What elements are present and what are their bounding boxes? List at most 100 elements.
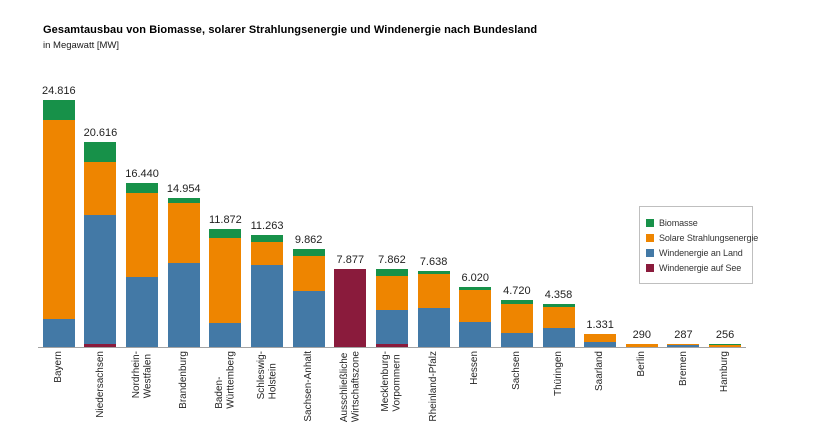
- bar-segment-windenergie-auf-see-niedersachsen: [84, 344, 117, 347]
- x-axis-label-schleswig-holstein: Schleswig- Holstein: [255, 351, 279, 400]
- stacked-bar: [42, 100, 75, 347]
- x-label-cell-bayern: Bayern: [38, 351, 80, 435]
- bar-segment-solare-strahlungsenergie-sachsen: [500, 303, 533, 334]
- bar-value-label: 11.872: [208, 213, 242, 226]
- bar-segment-solare-strahlungsenergie-saarland: [584, 333, 617, 342]
- bar-segment-windenergie-auf-see-mecklenburg-vorpommern: [375, 344, 408, 347]
- bar-segment-solare-strahlungsenergie-nordrhein-westfalen: [126, 193, 159, 277]
- bar-segment-biomasse-hessen: [459, 287, 492, 291]
- x-axis-label-saarland: Saarland: [594, 351, 606, 392]
- x-axis-line: [38, 347, 746, 348]
- bar-segment-biomasse-baden-wuerttemberg: [209, 228, 242, 238]
- bar-segment-solare-strahlungsenergie-hamburg: [709, 345, 742, 347]
- x-axis-label-hessen: Hessen: [469, 351, 481, 385]
- bar-segment-biomasse-schleswig-holstein: [251, 234, 284, 243]
- bar-column-ausschliessliche-wirtschaftszone: 7.877: [329, 254, 371, 347]
- bar-value-label: 4.720: [503, 285, 531, 298]
- bar-column-nordrhein-westfalen: 16.440: [121, 168, 163, 347]
- bar-column-sachsen-anhalt: 9.862: [288, 234, 330, 347]
- x-axis-label-brandenburg: Brandenburg: [177, 351, 189, 409]
- bar-segment-windenergie-an-land-brandenburg: [167, 263, 200, 347]
- bar-segment-biomasse-bayern: [42, 100, 75, 121]
- bar-segment-windenergie-an-land-sachsen-anhalt: [292, 291, 325, 347]
- bar-column-brandenburg: 14.954: [163, 183, 205, 347]
- x-label-cell-bremen: Bremen: [663, 351, 705, 435]
- x-label-cell-brandenburg: Brandenburg: [163, 351, 205, 435]
- bar-segment-solare-strahlungsenergie-schleswig-holstein: [251, 242, 284, 266]
- bar-value-label: 6.020: [461, 272, 489, 285]
- chart-header: Gesamtausbau von Biomasse, solarer Strah…: [43, 24, 537, 51]
- bar-column-bayern: 24.816: [38, 85, 80, 347]
- stacked-bar: [84, 141, 117, 347]
- bar-column-berlin: 290: [621, 329, 663, 347]
- stacked-bar: [167, 198, 200, 347]
- legend-item-label: Biomasse: [659, 217, 698, 228]
- bar-segment-solare-strahlungsenergie-bremen: [667, 343, 700, 345]
- bar-column-hamburg: 256: [704, 329, 746, 347]
- legend-item-label: Windenergie auf See: [659, 262, 742, 273]
- bar-segment-windenergie-an-land-thueringen: [542, 328, 575, 347]
- bar-segment-windenergie-an-land-nordrhein-westfalen: [126, 276, 159, 347]
- stacked-bar: [417, 271, 450, 347]
- bar-value-label: 256: [715, 329, 735, 342]
- bar-column-saarland: 1.331: [579, 319, 621, 347]
- stacked-bar: [709, 344, 742, 347]
- legend-box: Biomasse Solare Strahlungsenergie Winden…: [639, 206, 758, 284]
- bar-value-label: 11.263: [250, 219, 284, 232]
- bar-segment-solare-strahlungsenergie-berlin: [625, 344, 658, 347]
- bar-column-rheinland-pfalz: 7.638: [413, 256, 455, 347]
- stacked-bar: [500, 300, 533, 347]
- bar-segment-windenergie-an-land-saarland: [584, 341, 617, 347]
- bars-row: 24.816 20.616 16.440 14.954 11.872 11.26…: [38, 84, 746, 347]
- legend-item-windenergie-auf-see: Windenergie auf See: [646, 261, 746, 274]
- legend-item-label: Solare Strahlungsenergie: [659, 232, 759, 243]
- bar-column-bremen: 287: [663, 329, 705, 347]
- stacked-bar: [292, 248, 325, 347]
- x-label-cell-schleswig-holstein: Schleswig- Holstein: [246, 351, 288, 435]
- x-axis-label-bayern: Bayern: [53, 351, 65, 383]
- bar-segment-windenergie-an-land-schleswig-holstein: [251, 265, 284, 347]
- bar-value-label: 1.331: [586, 318, 614, 331]
- bar-segment-biomasse-mecklenburg-vorpommern: [375, 268, 408, 277]
- x-axis-labels-row: Bayern Niedersachsen Nordrhein- Westfale…: [38, 351, 746, 435]
- bar-segment-biomasse-niedersachsen: [84, 141, 117, 162]
- bar-segment-solare-strahlungsenergie-bayern: [42, 120, 75, 319]
- bar-value-label: 7.877: [336, 253, 365, 266]
- bar-column-schleswig-holstein: 11.263: [246, 220, 288, 347]
- x-label-cell-berlin: Berlin: [621, 351, 663, 435]
- bar-value-label: 14.954: [166, 183, 201, 196]
- x-label-cell-nordrhein-westfalen: Nordrhein- Westfalen: [121, 351, 163, 435]
- bar-segment-windenergie-an-land-baden-wuerttemberg: [209, 323, 242, 347]
- x-label-cell-thueringen: Thüringen: [538, 351, 580, 435]
- bar-segment-biomasse-nordrhein-westfalen: [126, 183, 159, 194]
- stacked-bar: [126, 183, 159, 347]
- bar-segment-solare-strahlungsenergie-thueringen: [542, 306, 575, 329]
- stacked-bar: [667, 343, 700, 347]
- bar-segment-windenergie-auf-see-ausschliessliche-wirtschaftszone: [334, 268, 367, 347]
- x-label-cell-hessen: Hessen: [454, 351, 496, 435]
- stacked-bar: [209, 228, 242, 347]
- bar-segment-windenergie-an-land-sachsen: [500, 333, 533, 347]
- bar-segment-windenergie-an-land-bayern: [42, 318, 75, 347]
- x-axis-label-ausschliessliche-wirtschaftszone: Ausschließliche Wirtschaftszone: [338, 351, 362, 423]
- bar-segment-windenergie-an-land-hessen: [459, 321, 492, 347]
- x-axis-label-bremen: Bremen: [677, 351, 689, 387]
- stacked-bar: [625, 344, 658, 347]
- bar-segment-solare-strahlungsenergie-mecklenburg-vorpommern: [375, 276, 408, 310]
- stacked-bar: [584, 333, 617, 347]
- x-axis-label-mecklenburg-vorpommern: Mecklenburg- Vorpommern: [380, 351, 403, 412]
- x-label-cell-sachsen: Sachsen: [496, 351, 538, 435]
- bar-segment-biomasse-rheinland-pfalz: [417, 271, 450, 274]
- bar-value-label: 7.862: [378, 253, 406, 266]
- x-axis-label-thueringen: Thüringen: [552, 351, 564, 397]
- bar-segment-biomasse-brandenburg: [167, 198, 200, 204]
- bar-value-label: 287: [674, 328, 693, 341]
- x-label-cell-ausschliessliche-wirtschaftszone: Ausschließliche Wirtschaftszone: [329, 351, 371, 435]
- bar-value-label: 20.616: [83, 126, 118, 139]
- x-label-cell-hamburg: Hamburg: [704, 351, 746, 435]
- stacked-bar: [251, 234, 284, 347]
- x-label-cell-niedersachsen: Niedersachsen: [80, 351, 122, 435]
- legend-swatch-icon-windenergie-auf-see: [646, 263, 654, 272]
- bar-value-label: 24.816: [41, 85, 76, 98]
- bar-value-label: 16.440: [125, 168, 159, 181]
